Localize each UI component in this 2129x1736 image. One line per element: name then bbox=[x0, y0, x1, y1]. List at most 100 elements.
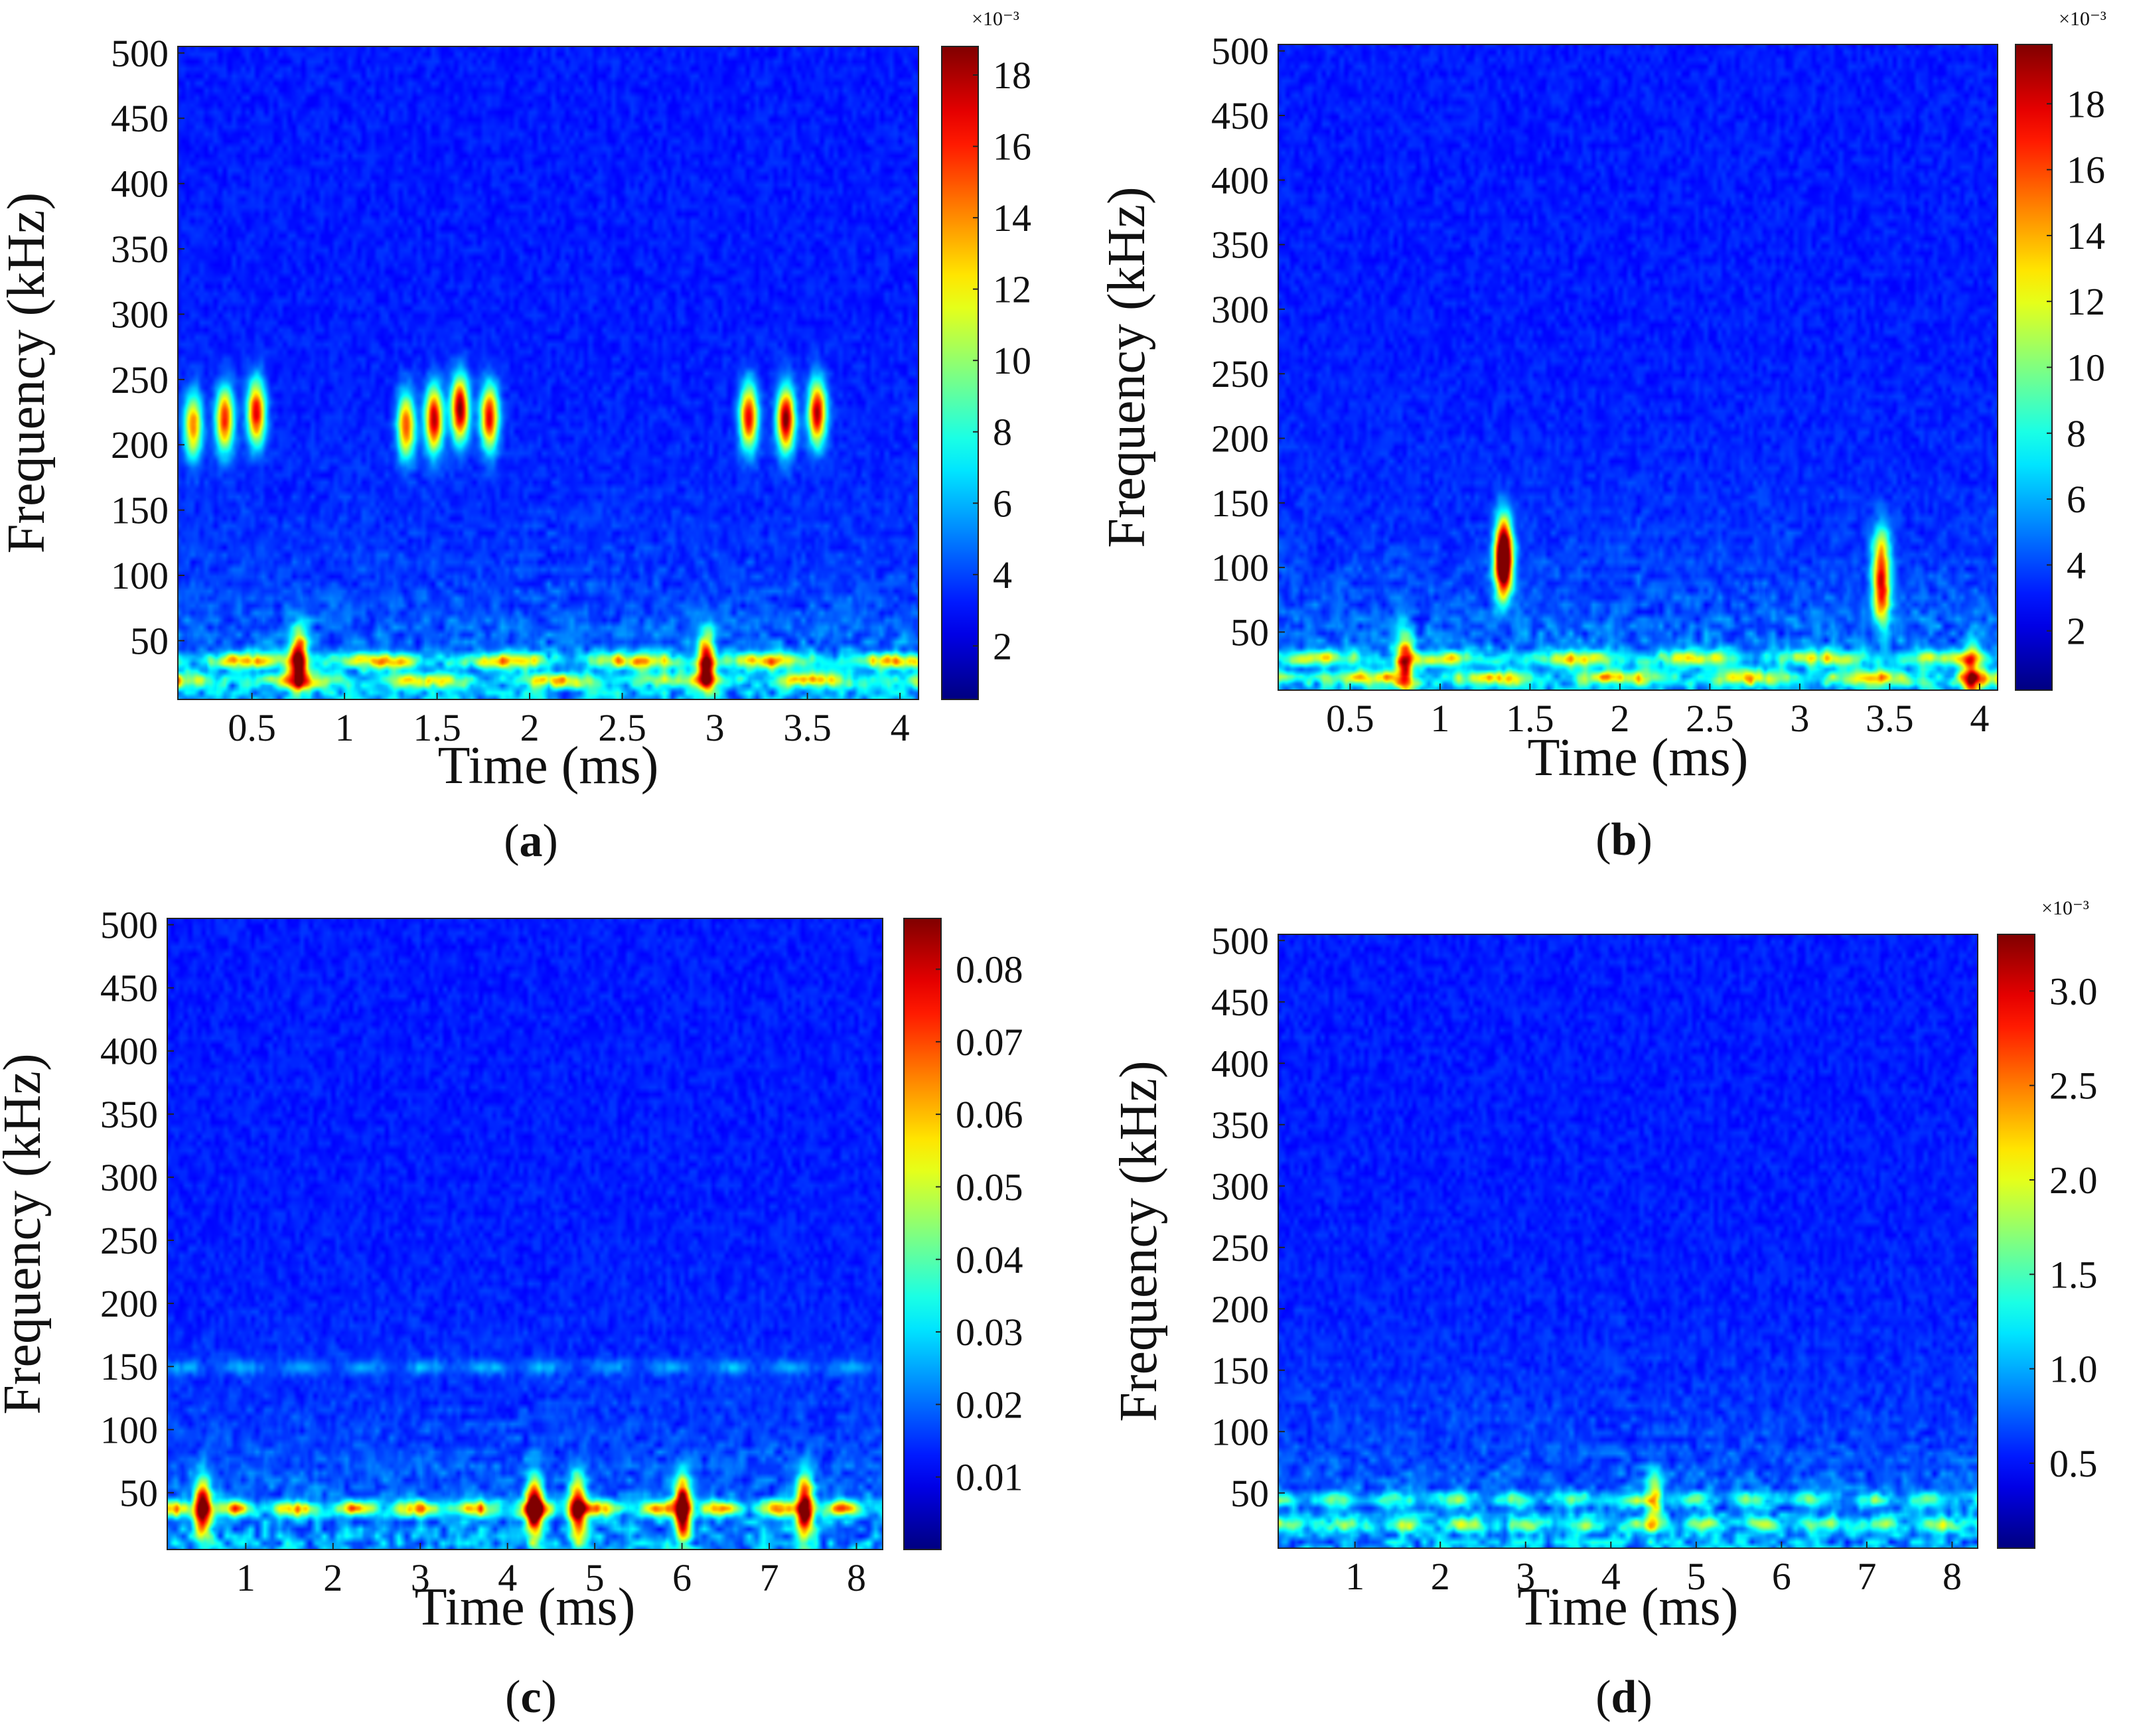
colorbar-tick-label-c: 0.06 bbox=[956, 1093, 1023, 1136]
y-tick-label-c: 500 bbox=[100, 904, 158, 947]
y-tick-label-d: 400 bbox=[1211, 1042, 1269, 1085]
colorbar-tick-label-a: 10 bbox=[993, 339, 1031, 382]
x-tick-label-a: 3 bbox=[705, 706, 725, 749]
colorbar-tick-label-b: 12 bbox=[2067, 280, 2105, 323]
y-axis-title-a: Frequency (kHz) bbox=[0, 192, 56, 553]
colorbar-tick-label-c: 0.04 bbox=[956, 1238, 1023, 1281]
colorbar-b bbox=[2015, 44, 2053, 691]
x-tick-label-d: 4 bbox=[1601, 1555, 1621, 1598]
colorbar-tick-label-b: 8 bbox=[2067, 412, 2086, 455]
y-tick-label-a: 50 bbox=[130, 619, 169, 662]
y-tick-label-d: 150 bbox=[1211, 1349, 1269, 1392]
plot-frame-b bbox=[1278, 44, 1998, 691]
colorbar-c bbox=[903, 918, 942, 1550]
y-tick-label-b: 250 bbox=[1211, 352, 1269, 396]
panel-b: 50 100 150 200 250 300 350 400 450 500 0.5 1 1.5 2 2.5… bbox=[1098, 8, 2106, 865]
colorbar-tick-label-c: 0.08 bbox=[956, 948, 1023, 991]
x-axis-title-a: Time (ms) bbox=[438, 737, 659, 795]
colorbar-tick-label-b: 4 bbox=[2067, 543, 2086, 587]
panel-d: 50 100 150 200 250 300 350 400 450 500 1 2 3 4 5 6 7 8 Tim… bbox=[1110, 897, 2098, 1723]
colorbar-tick-label-a: 18 bbox=[993, 54, 1031, 97]
x-tick-label-a: 4 bbox=[891, 706, 910, 749]
y-tick-label-d: 100 bbox=[1211, 1410, 1269, 1453]
y-tick-label-b: 400 bbox=[1211, 159, 1269, 202]
colorbar-multiplier-b: ×10⁻³ bbox=[2059, 8, 2106, 30]
colorbar-d bbox=[1997, 934, 2035, 1549]
y-tick-label-b: 150 bbox=[1211, 482, 1269, 525]
y-tick-label-c: 250 bbox=[100, 1219, 158, 1262]
colorbar-tick-label-d: 1.0 bbox=[2049, 1348, 2098, 1391]
y-tick-label-d: 500 bbox=[1211, 919, 1269, 962]
x-tick-label-c: 7 bbox=[760, 1556, 779, 1599]
colorbar-tick-label-c: 0.01 bbox=[956, 1456, 1023, 1499]
colorbar-tick-label-d: 1.5 bbox=[2049, 1253, 2098, 1296]
y-tick-label-a: 250 bbox=[111, 358, 169, 401]
y-tick-label-c: 50 bbox=[119, 1471, 158, 1514]
colorbar-tick-label-d: 2.0 bbox=[2049, 1159, 2098, 1202]
panel-caption-c: (c) bbox=[505, 1672, 557, 1723]
x-tick-label-c: 1 bbox=[236, 1556, 256, 1599]
x-tick-label-d: 6 bbox=[1772, 1555, 1791, 1598]
colorbar-a bbox=[941, 46, 979, 700]
spectrogram-d bbox=[1278, 934, 1978, 1548]
x-tick-label-c: 3 bbox=[411, 1556, 430, 1599]
y-axis-title-d: Frequency (kHz) bbox=[1110, 1060, 1168, 1421]
y-tick-label-b: 200 bbox=[1211, 417, 1269, 461]
y-tick-label-c: 300 bbox=[100, 1156, 158, 1199]
y-tick-label-d: 350 bbox=[1211, 1104, 1269, 1147]
plot-frame-d bbox=[1278, 934, 1978, 1549]
x-axis-title-b: Time (ms) bbox=[1528, 729, 1749, 787]
x-tick-label-c: 4 bbox=[498, 1556, 517, 1599]
colorbar-tick-label-a: 14 bbox=[993, 196, 1031, 240]
panel-c: 50 100 150 200 250 300 350 400 450 500 1 2 3 4 5 6 7 8 Tim… bbox=[0, 904, 1023, 1723]
x-axis-title-d: Time (ms) bbox=[1518, 1578, 1739, 1636]
panel-a: 50 100 150 200 250 300 350 400 450 500 0.5 1 1.5 2 2.5… bbox=[0, 8, 1031, 867]
x-tick-label-d: 7 bbox=[1857, 1555, 1876, 1598]
y-tick-label-b: 300 bbox=[1211, 288, 1269, 331]
x-tick-label-b: 2.5 bbox=[1686, 697, 1734, 740]
x-tick-label-b: 1 bbox=[1430, 697, 1449, 740]
panel-caption-d: (d) bbox=[1595, 1672, 1652, 1723]
x-tick-label-d: 3 bbox=[1516, 1555, 1535, 1598]
colorbar-multiplier-d: ×10⁻³ bbox=[2041, 897, 2089, 919]
y-axis-title-c: Frequency (kHz) bbox=[0, 1053, 52, 1414]
y-tick-label-c: 150 bbox=[100, 1345, 158, 1388]
x-tick-label-c: 5 bbox=[585, 1556, 605, 1599]
x-tick-label-b: 0.5 bbox=[1326, 697, 1374, 740]
colorbar-tick-label-c: 0.05 bbox=[956, 1165, 1023, 1208]
x-tick-label-d: 1 bbox=[1345, 1555, 1364, 1598]
x-tick-label-d: 2 bbox=[1431, 1555, 1450, 1598]
y-tick-label-d: 250 bbox=[1211, 1226, 1269, 1269]
y-tick-label-a: 100 bbox=[111, 554, 169, 597]
x-tick-label-d: 8 bbox=[1943, 1555, 1962, 1598]
x-tick-label-d: 5 bbox=[1686, 1555, 1706, 1598]
x-tick-label-c: 8 bbox=[847, 1556, 866, 1599]
colorbar-tick-label-c: 0.02 bbox=[956, 1383, 1023, 1426]
x-tick-label-a: 0.5 bbox=[228, 706, 276, 749]
y-tick-label-a: 350 bbox=[111, 228, 169, 271]
x-tick-label-a: 2 bbox=[520, 706, 540, 749]
colorbar-tick-label-a: 16 bbox=[993, 125, 1031, 169]
colorbar-tick-label-d: 0.5 bbox=[2049, 1442, 2098, 1485]
y-tick-label-a: 500 bbox=[111, 32, 169, 75]
panel-caption-b: (b) bbox=[1595, 814, 1652, 865]
x-tick-label-b: 4 bbox=[1970, 697, 1989, 740]
x-tick-label-b: 3.5 bbox=[1866, 697, 1914, 740]
y-tick-label-b: 100 bbox=[1211, 546, 1269, 589]
colorbar-tick-label-b: 18 bbox=[2067, 82, 2105, 125]
colorbar-tick-label-a: 6 bbox=[993, 482, 1012, 525]
y-tick-label-d: 300 bbox=[1211, 1165, 1269, 1208]
colorbar-tick-label-d: 3.0 bbox=[2049, 970, 2098, 1013]
colorbar-tick-label-b: 10 bbox=[2067, 346, 2105, 390]
colorbar-tick-label-b: 16 bbox=[2067, 149, 2105, 192]
colorbar-tick-label-a: 4 bbox=[993, 553, 1012, 597]
y-tick-label-b: 500 bbox=[1211, 30, 1269, 73]
x-tick-label-a: 2.5 bbox=[598, 706, 646, 749]
x-tick-label-c: 6 bbox=[672, 1556, 692, 1599]
y-tick-label-c: 450 bbox=[100, 967, 158, 1010]
colorbar-tick-label-c: 0.07 bbox=[956, 1021, 1023, 1064]
spectrogram-c bbox=[167, 918, 883, 1550]
colorbar-tick-label-b: 6 bbox=[2067, 478, 2086, 521]
